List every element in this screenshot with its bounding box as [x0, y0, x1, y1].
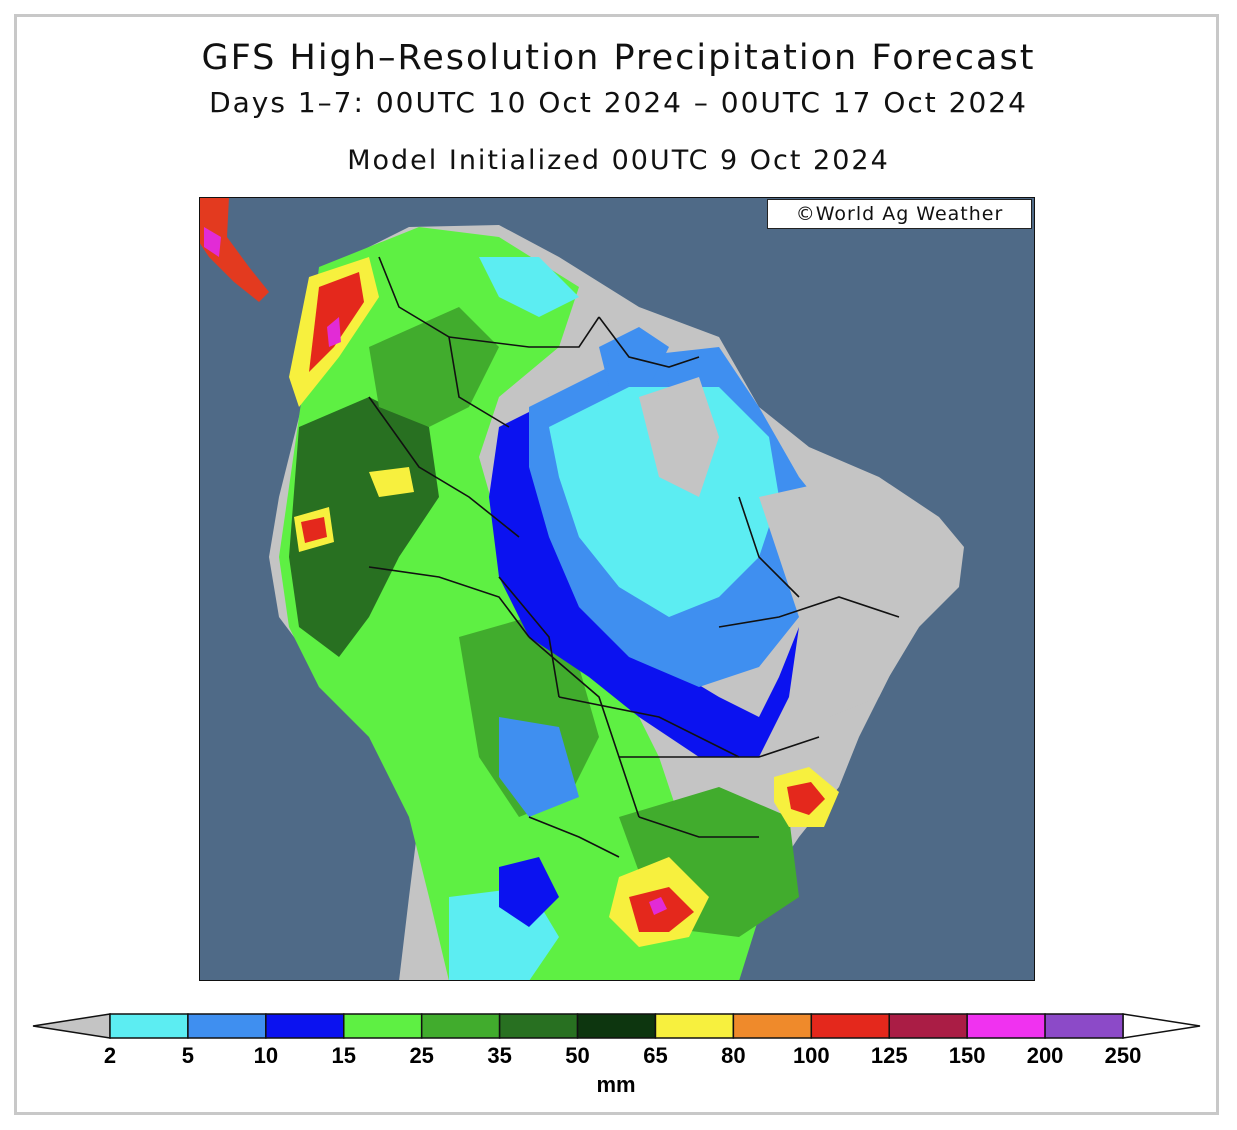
colorbar-tick-label: 35 [487, 1043, 511, 1068]
map-title: GFS High–Resolution Precipitation Foreca… [201, 38, 1036, 78]
model-init-label: Model Initialized 00UTC 9 Oct 2024 [347, 145, 890, 176]
colorbar-segment [654, 1013, 735, 1039]
copyright-label: ©World Ag Weather [767, 199, 1032, 229]
colorbar-segment [343, 1013, 423, 1039]
colorbar-segment [1044, 1013, 1124, 1039]
map-subtitle: Days 1–7: 00UTC 10 Oct 2024 – 00UTC 17 O… [209, 86, 1028, 119]
colorbar-tick-label: 5 [182, 1043, 194, 1068]
colorbar-below-arrow [32, 1013, 111, 1039]
colorbar-tick-label: 25 [409, 1043, 433, 1068]
colorbar-segment [187, 1013, 267, 1039]
country-borders [368, 256, 900, 858]
colorbar-above-arrow [1122, 1013, 1201, 1039]
central-america [199, 197, 269, 302]
colorbar: 2 5 10 15 25 35 50 65 80 100 125 150 200 250 mm [30, 1008, 1205, 1108]
colorbar-tick-label: 15 [332, 1043, 356, 1068]
colorbar-tick-label: 200 [1027, 1043, 1064, 1068]
colorbar-tick-labels: 2 5 10 15 25 35 50 65 80 100 125 150 200 250 [104, 1043, 1141, 1068]
colorbar-segment [966, 1013, 1046, 1039]
colorbar-tick-label: 2 [104, 1043, 116, 1068]
colorbar-segment [109, 1013, 189, 1039]
colorbar-tick-label: 65 [643, 1043, 667, 1068]
colorbar-tick-label: 125 [871, 1043, 908, 1068]
precipitation-map [199, 197, 1035, 981]
colorbar-segment [732, 1013, 813, 1039]
colorbar-segment [420, 1013, 501, 1039]
colorbar-segment [498, 1013, 579, 1039]
colorbar-segment [888, 1013, 968, 1039]
colorbar-tick-label: 80 [721, 1043, 745, 1068]
colorbar-segment [265, 1013, 345, 1039]
colorbar-segments [109, 1013, 1124, 1039]
colorbar-tick-label: 50 [565, 1043, 589, 1068]
colorbar-tick-label: 150 [949, 1043, 986, 1068]
colorbar-segment [576, 1013, 657, 1039]
colorbar-tick-label: 250 [1105, 1043, 1142, 1068]
precip-fields [279, 227, 959, 981]
colorbar-tick-label: 100 [793, 1043, 830, 1068]
colorbar-segment [810, 1013, 890, 1039]
colorbar-unit: mm [596, 1072, 635, 1097]
colorbar-tick-label: 10 [254, 1043, 278, 1068]
